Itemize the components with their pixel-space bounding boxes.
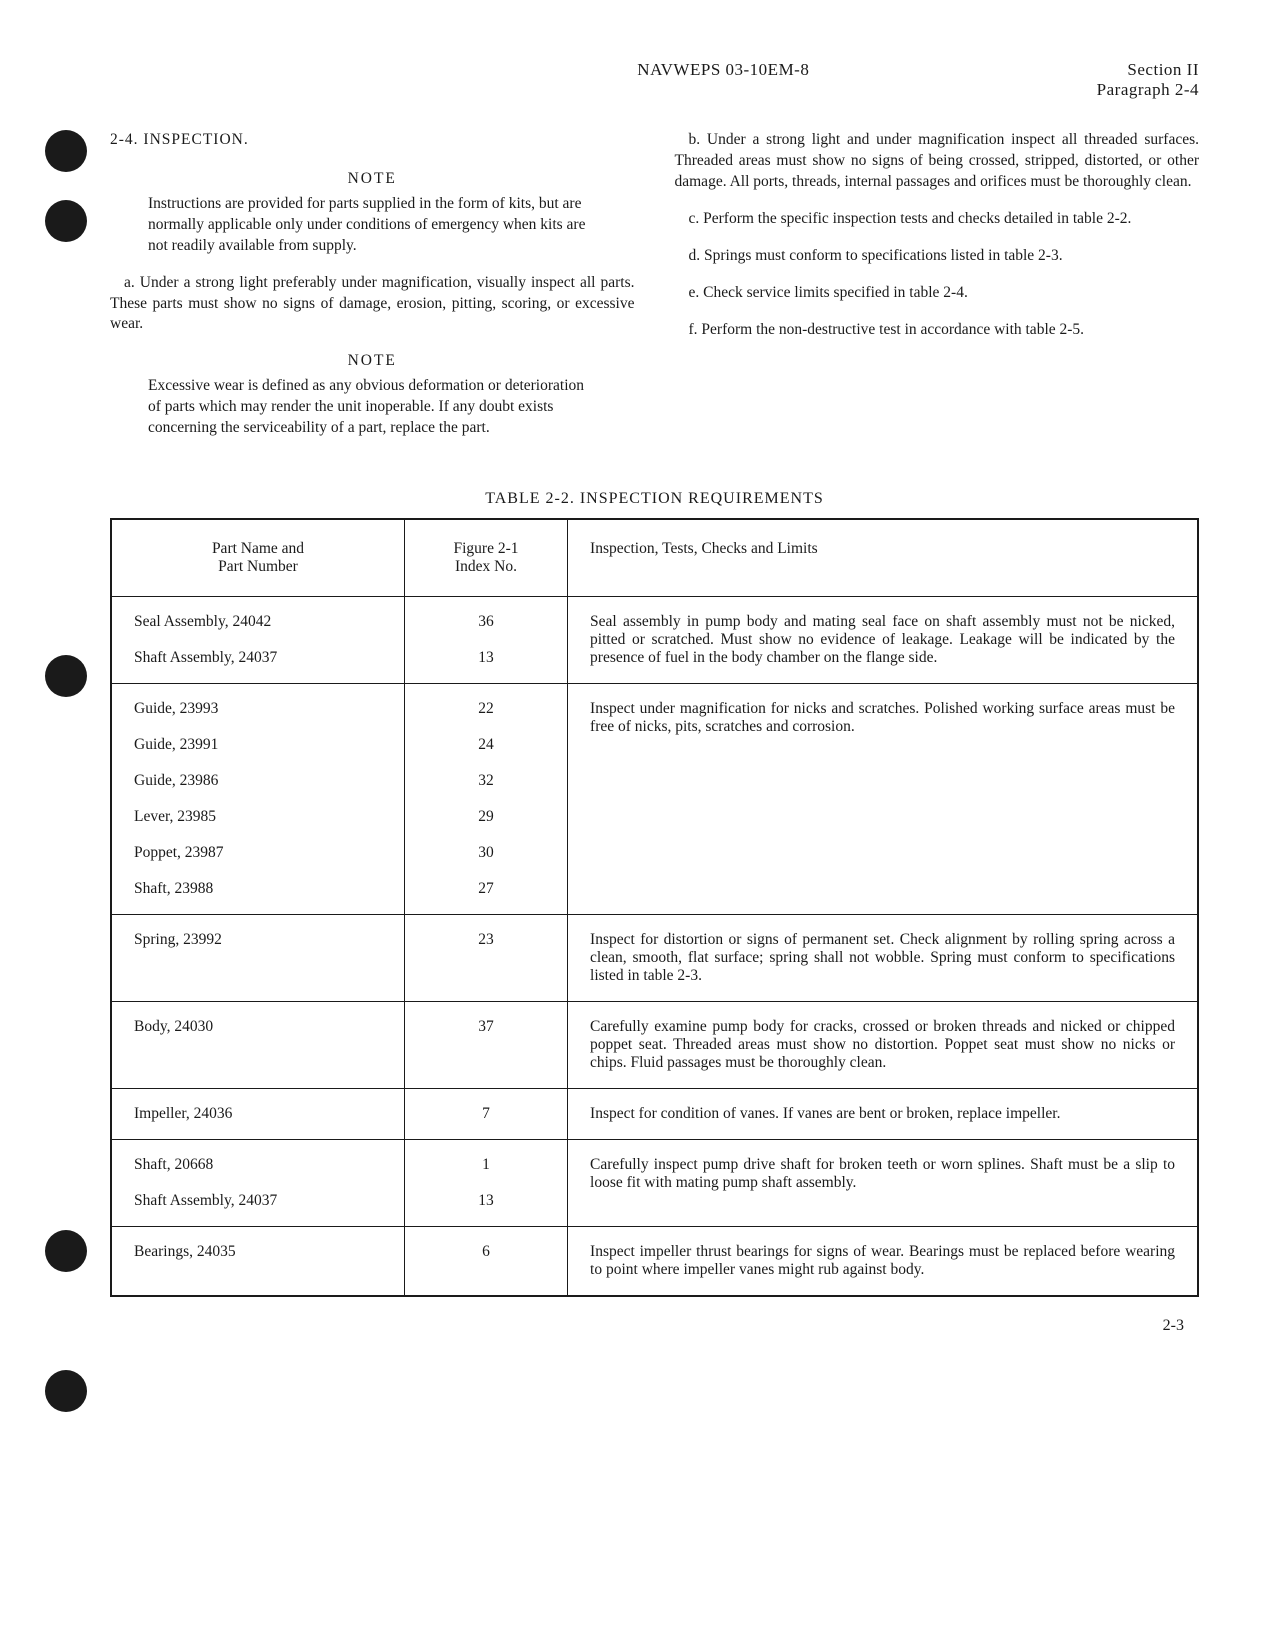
inspection-table: Part Name and Part Number Figure 2-1 Ind… <box>110 518 1199 1297</box>
punch-hole <box>45 1230 87 1272</box>
part-name: Guide, 23986 <box>134 772 382 790</box>
part-name: Impeller, 24036 <box>134 1105 382 1123</box>
paragraph-d: d. Springs must conform to specification… <box>675 246 1200 267</box>
index-number: 6 <box>427 1243 545 1261</box>
index-number: 13 <box>427 1192 545 1210</box>
part-name: Seal Assembly, 24042 <box>134 613 382 631</box>
note-text: Instructions are provided for parts supp… <box>110 194 635 257</box>
note-label: NOTE <box>110 351 635 372</box>
part-name: Spring, 23992 <box>134 931 382 949</box>
index-number: 32 <box>427 772 545 790</box>
part-name: Guide, 23991 <box>134 736 382 754</box>
part-cell: Seal Assembly, 24042 Shaft Assembly, 2403… <box>111 597 404 684</box>
part-name: Shaft Assembly, 24037 <box>134 1192 382 1210</box>
paragraph-f: f. Perform the non-destructive test in a… <box>675 320 1200 341</box>
note-label: NOTE <box>110 169 635 190</box>
index-number: 36 <box>427 613 545 631</box>
inspection-cell: Seal assembly in pump body and mating se… <box>568 597 1198 684</box>
inspection-cell: Carefully inspect pump drive shaft for b… <box>568 1140 1198 1227</box>
table-row: Guide, 23993 Guide, 23991 Guide, 23986 Leve… <box>111 684 1198 915</box>
index-cell: 6 <box>404 1227 567 1297</box>
index-number: 22 <box>427 700 545 718</box>
table-header-inspection: Inspection, Tests, Checks and Limits <box>568 519 1198 597</box>
index-cell: 37 <box>404 1002 567 1089</box>
index-cell: 22 24 32 29 30 27 <box>404 684 567 915</box>
index-number: 23 <box>427 931 545 949</box>
part-cell: Bearings, 24035 <box>111 1227 404 1297</box>
punch-hole <box>45 130 87 172</box>
table-row: Body, 24030 37 Carefully examine pump body… <box>111 1002 1198 1089</box>
punch-hole <box>45 200 87 242</box>
index-cell: 23 <box>404 915 567 1002</box>
inspection-cell: Carefully examine pump body for cracks, … <box>568 1002 1198 1089</box>
paragraph-b: b. Under a strong light and under magnif… <box>675 130 1200 193</box>
inspection-cell: Inspect for distortion or signs of perma… <box>568 915 1198 1002</box>
paragraph-c: c. Perform the specific inspection tests… <box>675 209 1200 230</box>
paragraph-label: Paragraph 2-4 <box>1097 80 1199 100</box>
inspection-cell: Inspect impeller thrust bearings for sig… <box>568 1227 1198 1297</box>
index-number: 37 <box>427 1018 545 1036</box>
table-row: Bearings, 24035 6 Inspect impeller thrust … <box>111 1227 1198 1297</box>
part-cell: Body, 24030 <box>111 1002 404 1089</box>
table-header-index: Figure 2-1 Index No. <box>404 519 567 597</box>
page-header: NAVWEPS 03-10EM-8 Section II Paragraph 2… <box>110 60 1199 100</box>
right-column: b. Under a strong light and under magnif… <box>675 130 1200 455</box>
part-name: Bearings, 24035 <box>134 1243 382 1261</box>
table-title: TABLE 2-2. INSPECTION REQUIREMENTS <box>110 490 1199 508</box>
table-header-row: Part Name and Part Number Figure 2-1 Ind… <box>111 519 1198 597</box>
table-row: Seal Assembly, 24042 Shaft Assembly, 2403… <box>111 597 1198 684</box>
index-cell: 1 13 <box>404 1140 567 1227</box>
punch-hole <box>45 655 87 697</box>
part-cell: Guide, 23993 Guide, 23991 Guide, 23986 Leve… <box>111 684 404 915</box>
table-header-part: Part Name and Part Number <box>111 519 404 597</box>
index-number: 13 <box>427 649 545 667</box>
content-columns: 2-4. INSPECTION. NOTE Instructions are p… <box>110 130 1199 455</box>
paragraph-a: a. Under a strong light preferably under… <box>110 273 635 336</box>
document-id: NAVWEPS 03-10EM-8 <box>637 60 809 79</box>
part-name: Poppet, 23987 <box>134 844 382 862</box>
punch-hole <box>45 1370 87 1412</box>
index-cell: 7 <box>404 1089 567 1140</box>
section-heading: 2-4. INSPECTION. <box>110 130 635 151</box>
index-number: 24 <box>427 736 545 754</box>
part-name: Body, 24030 <box>134 1018 382 1036</box>
paragraph-e: e. Check service limits specified in tab… <box>675 283 1200 304</box>
part-cell: Spring, 23992 <box>111 915 404 1002</box>
index-number: 7 <box>427 1105 545 1123</box>
part-name: Shaft, 20668 <box>134 1156 382 1174</box>
part-name: Shaft Assembly, 24037 <box>134 649 382 667</box>
index-cell: 36 13 <box>404 597 567 684</box>
left-column: 2-4. INSPECTION. NOTE Instructions are p… <box>110 130 635 455</box>
inspection-cell: Inspect under magnification for nicks an… <box>568 684 1198 915</box>
inspection-cell: Inspect for condition of vanes. If vanes… <box>568 1089 1198 1140</box>
table-row: Spring, 23992 23 Inspect for distortion or… <box>111 915 1198 1002</box>
part-cell: Shaft, 20668 Shaft Assembly, 24037 <box>111 1140 404 1227</box>
page-number: 2-3 <box>110 1317 1199 1335</box>
table-row: Impeller, 24036 7 Inspect for condition of… <box>111 1089 1198 1140</box>
part-name: Lever, 23985 <box>134 808 382 826</box>
index-number: 27 <box>427 880 545 898</box>
section-label: Section II <box>1097 60 1199 80</box>
part-cell: Impeller, 24036 <box>111 1089 404 1140</box>
note-text: Excessive wear is defined as any obvious… <box>110 376 635 439</box>
part-name: Guide, 23993 <box>134 700 382 718</box>
index-number: 30 <box>427 844 545 862</box>
table-row: Shaft, 20668 Shaft Assembly, 24037 1 13 Care… <box>111 1140 1198 1227</box>
index-number: 29 <box>427 808 545 826</box>
index-number: 1 <box>427 1156 545 1174</box>
part-name: Shaft, 23988 <box>134 880 382 898</box>
